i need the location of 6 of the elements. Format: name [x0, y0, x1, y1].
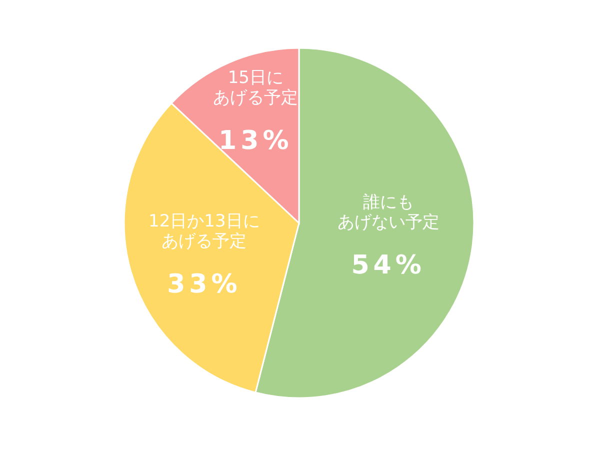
slice-label: 誰にもあげない予定 — [337, 192, 440, 233]
data-label: 54% — [351, 250, 426, 281]
data-label: 33% — [167, 269, 242, 300]
slice-label: 12日か13日にあげる予定 — [148, 211, 260, 252]
slice-label: 15日にあげる予定 — [213, 68, 298, 108]
data-label: 13% — [218, 126, 293, 156]
